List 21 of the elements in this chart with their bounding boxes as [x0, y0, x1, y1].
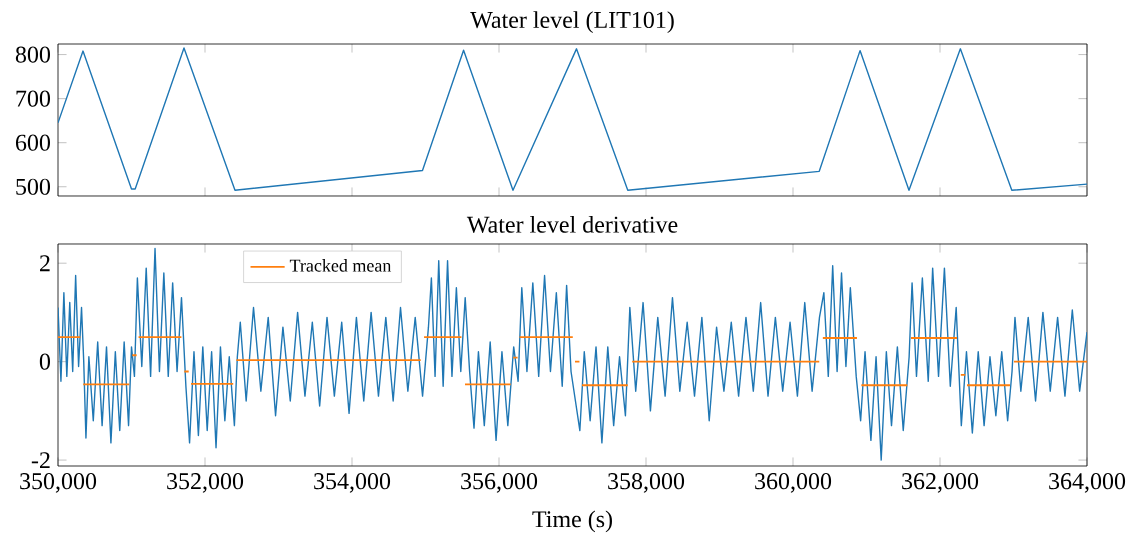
chart-title: Water level derivative	[466, 215, 678, 233]
x-tick-label: 364,000	[1049, 473, 1126, 493]
x-tick-label: 354,000	[314, 473, 391, 493]
line-series	[58, 47, 1088, 191]
y-tick-label: 700	[16, 90, 51, 107]
y-tick-label: 0	[39, 353, 51, 370]
legend-label: Tracked mean	[289, 259, 392, 272]
x-tick-label: 358,000	[608, 473, 685, 493]
y-tick-label: -2	[31, 452, 50, 469]
x-tick-label: 352,000	[167, 473, 244, 493]
y-tick-label: 500	[16, 178, 51, 195]
x-tick-label: 362,000	[902, 473, 979, 493]
y-tick-label: 2	[40, 255, 50, 272]
chart-title: Water level (LIT101)	[470, 11, 674, 33]
x-tick-label: 350,000	[20, 473, 97, 493]
x-tick-label: 356,000	[461, 473, 538, 493]
y-tick-label: 800	[15, 46, 51, 63]
y-tick-label: 600	[15, 134, 51, 151]
x-tick-label: 360,000	[755, 473, 832, 493]
x-axis-title: Time (s)	[532, 510, 612, 533]
line-series	[58, 247, 1088, 461]
